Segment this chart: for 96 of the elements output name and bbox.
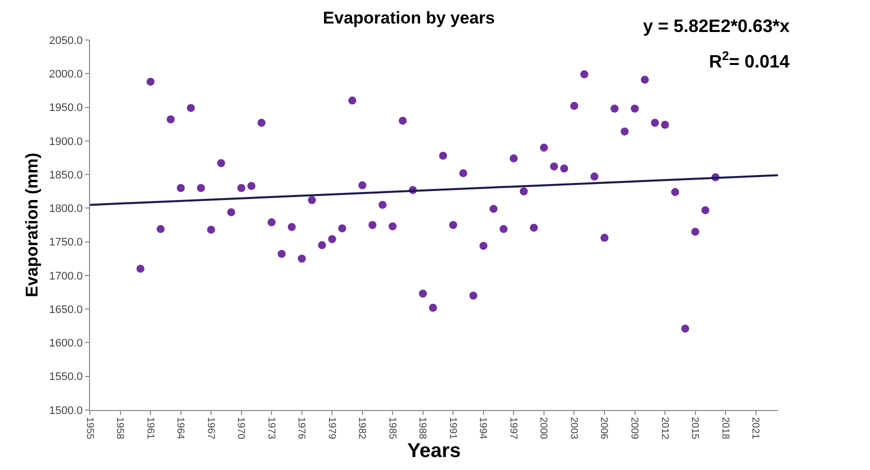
- x-tick-label: 1994: [477, 417, 488, 440]
- point: [671, 188, 680, 196]
- point: [227, 208, 236, 216]
- x-tick-label: 1976: [296, 417, 307, 440]
- y-tick-label: 1750.0: [49, 236, 83, 249]
- point: [308, 196, 316, 204]
- point: [338, 224, 346, 232]
- y-tick-label: 1500.0: [49, 404, 83, 417]
- point: [459, 169, 468, 178]
- x-tick-label: 1988: [416, 417, 428, 440]
- x-tick-label: 1985: [386, 417, 398, 440]
- y-tick-label: 1900.0: [49, 136, 83, 148]
- point: [550, 162, 558, 170]
- x-tick-label: 1973: [265, 417, 276, 440]
- x-tick-label: 2012: [658, 417, 670, 440]
- point: [237, 184, 246, 192]
- point: [247, 182, 256, 190]
- x-tick-label: 2009: [628, 417, 640, 440]
- x-tick-label: 1997: [507, 417, 518, 440]
- y-axis-title: Evaporation (mm): [22, 152, 42, 298]
- point: [630, 104, 639, 113]
- x-tick-label: 1991: [446, 417, 458, 440]
- point: [156, 225, 165, 234]
- x-tick-label: 2021: [750, 417, 761, 440]
- x-tick-label: 1964: [174, 417, 186, 440]
- point: [500, 225, 508, 234]
- x-tick-label: 2003: [568, 417, 579, 440]
- point: [449, 221, 458, 229]
- point: [196, 184, 205, 192]
- point: [590, 172, 598, 181]
- point: [146, 78, 155, 86]
- point: [136, 264, 144, 273]
- point: [510, 154, 518, 162]
- point: [490, 204, 498, 213]
- point: [610, 104, 619, 113]
- y-tick-label: 1850.0: [49, 169, 83, 182]
- point: [288, 223, 296, 232]
- point: [479, 242, 488, 250]
- point: [640, 76, 649, 84]
- point: [580, 70, 588, 78]
- point: [358, 181, 366, 190]
- point: [418, 290, 427, 298]
- point: [378, 200, 387, 209]
- point: [691, 228, 700, 236]
- point: [570, 102, 578, 110]
- point: [439, 152, 448, 160]
- point: [469, 292, 478, 300]
- point: [681, 324, 690, 333]
- y-tick-label: 1800.0: [49, 203, 83, 216]
- y-tick-label: 1550.0: [49, 371, 83, 384]
- x-axis-title: Years: [407, 440, 461, 462]
- point: [268, 218, 276, 226]
- x-tick-label: 1970: [235, 417, 246, 440]
- point: [176, 184, 185, 192]
- point: [278, 250, 286, 258]
- y-tick-label: 1700.0: [49, 270, 83, 282]
- y-tick-label: 1650.0: [49, 304, 83, 316]
- x-tick-label: 2006: [598, 417, 610, 440]
- y-tick-label: 2050.0: [49, 34, 83, 47]
- y-tick-label: 2000.0: [49, 68, 83, 80]
- point: [650, 118, 659, 127]
- x-tick-label: 1961: [144, 417, 156, 440]
- point: [258, 118, 266, 127]
- point: [328, 235, 336, 244]
- point: [661, 120, 670, 129]
- x-tick-label: 1955: [84, 417, 95, 440]
- point: [398, 116, 407, 125]
- point: [620, 127, 629, 136]
- y-tick-label: 1950.0: [49, 102, 83, 114]
- text: y = 5.82E2*0.63*x: [643, 16, 790, 36]
- point: [560, 164, 568, 172]
- annotation: R$^{2}$= 0.014: [709, 49, 790, 72]
- point: [186, 104, 195, 112]
- x-tick-label: 1967: [204, 417, 216, 440]
- point: [298, 254, 306, 263]
- point: [368, 221, 376, 229]
- point: [530, 224, 538, 232]
- x-tick-label: 2000: [538, 417, 549, 440]
- point: [318, 241, 326, 250]
- x-tick-label: 1979: [326, 417, 337, 440]
- point: [217, 159, 226, 168]
- point: [701, 206, 710, 214]
- point: [207, 226, 216, 234]
- x-tick-label: 2018: [719, 417, 730, 440]
- x-tick-label: 1982: [356, 417, 368, 440]
- chart-title: Evaporation by years: [322, 8, 495, 28]
- point: [348, 96, 356, 105]
- point: [388, 222, 397, 230]
- x-tick-label: 1958: [114, 417, 126, 440]
- y-tick-label: 1600.0: [49, 338, 83, 350]
- point: [600, 234, 608, 242]
- point: [520, 187, 528, 196]
- point: [540, 144, 548, 152]
- x-tick-label: 2015: [689, 417, 700, 440]
- point: [166, 115, 175, 124]
- point: [428, 304, 437, 312]
